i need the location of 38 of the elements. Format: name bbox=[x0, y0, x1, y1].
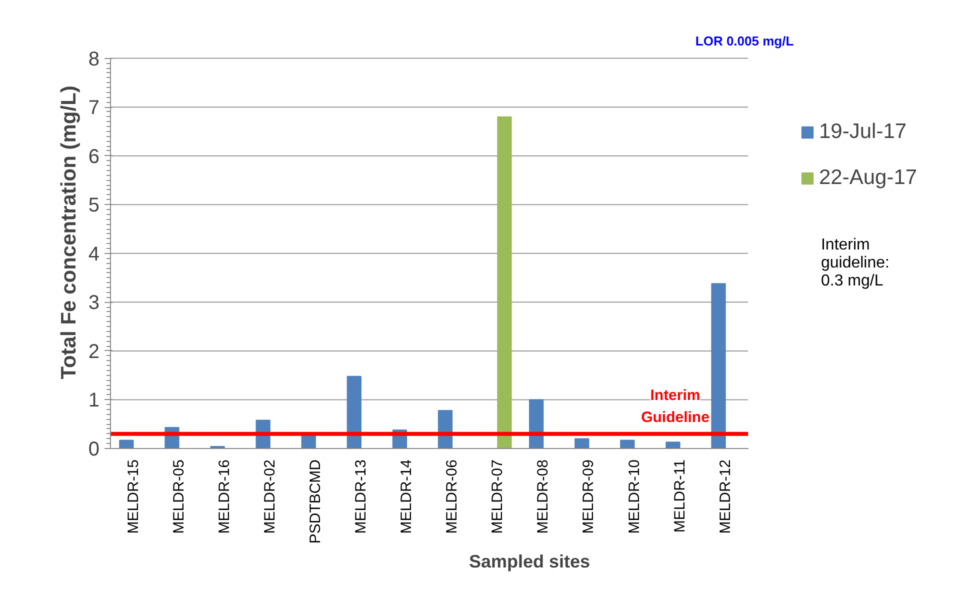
y-tick-label: 6 bbox=[88, 146, 100, 168]
text: LOR 0.005 mg/L bbox=[695, 33, 794, 48]
y-tick-label: 4 bbox=[88, 243, 100, 266]
x-tick-label: MELDR-16 bbox=[216, 460, 233, 534]
x-tick-label: PSDTBCMD bbox=[306, 459, 324, 544]
bar bbox=[497, 116, 512, 448]
x-tick-label: MELDR-10 bbox=[626, 460, 643, 534]
bar bbox=[119, 440, 134, 448]
x-tick-label: MELDR-09 bbox=[580, 460, 598, 534]
bar bbox=[620, 440, 635, 448]
x-tick-label: MELDR-13 bbox=[352, 460, 370, 534]
legend-label: 22-Aug-17 bbox=[819, 166, 918, 190]
x-tick-label: MELDR-11 bbox=[671, 459, 688, 533]
bar bbox=[346, 376, 362, 448]
x-tick-label: MELDR-08 bbox=[534, 460, 552, 534]
text: Interim guideline: 0.3 mg/L bbox=[820, 236, 890, 290]
x-tick-label: MELDR-07 bbox=[489, 460, 506, 534]
x-tick-label: MELDR-02 bbox=[261, 460, 278, 534]
bar bbox=[711, 283, 726, 448]
y-tick-label: 2 bbox=[88, 340, 100, 363]
y-tick-label: 7 bbox=[88, 97, 100, 120]
y-tick-label: 3 bbox=[88, 292, 100, 314]
ref-line-label: Interim Guideline bbox=[641, 386, 710, 426]
x-tick-label: MELDR-05 bbox=[170, 460, 188, 534]
x-tick-label: MELDR-12 bbox=[716, 460, 734, 534]
x-tick-label: MELDR-14 bbox=[398, 460, 416, 534]
x-axis-title: Sampled sites bbox=[468, 552, 590, 572]
y-tick-label: 8 bbox=[88, 48, 100, 70]
legend-label: 19-Jul-17 bbox=[819, 120, 907, 144]
y-tick-label: 0 bbox=[88, 438, 100, 460]
bar bbox=[666, 442, 680, 448]
x-tick-label: MELDR-06 bbox=[444, 460, 461, 534]
x-tick-label: MELDR-15 bbox=[124, 460, 142, 534]
bar bbox=[574, 438, 590, 448]
bar bbox=[529, 399, 544, 448]
y-tick-label: 5 bbox=[88, 194, 100, 217]
y-axis-title: Total Fe concentration (mg/L) bbox=[57, 86, 80, 380]
y-tick-label: 1 bbox=[88, 390, 100, 412]
